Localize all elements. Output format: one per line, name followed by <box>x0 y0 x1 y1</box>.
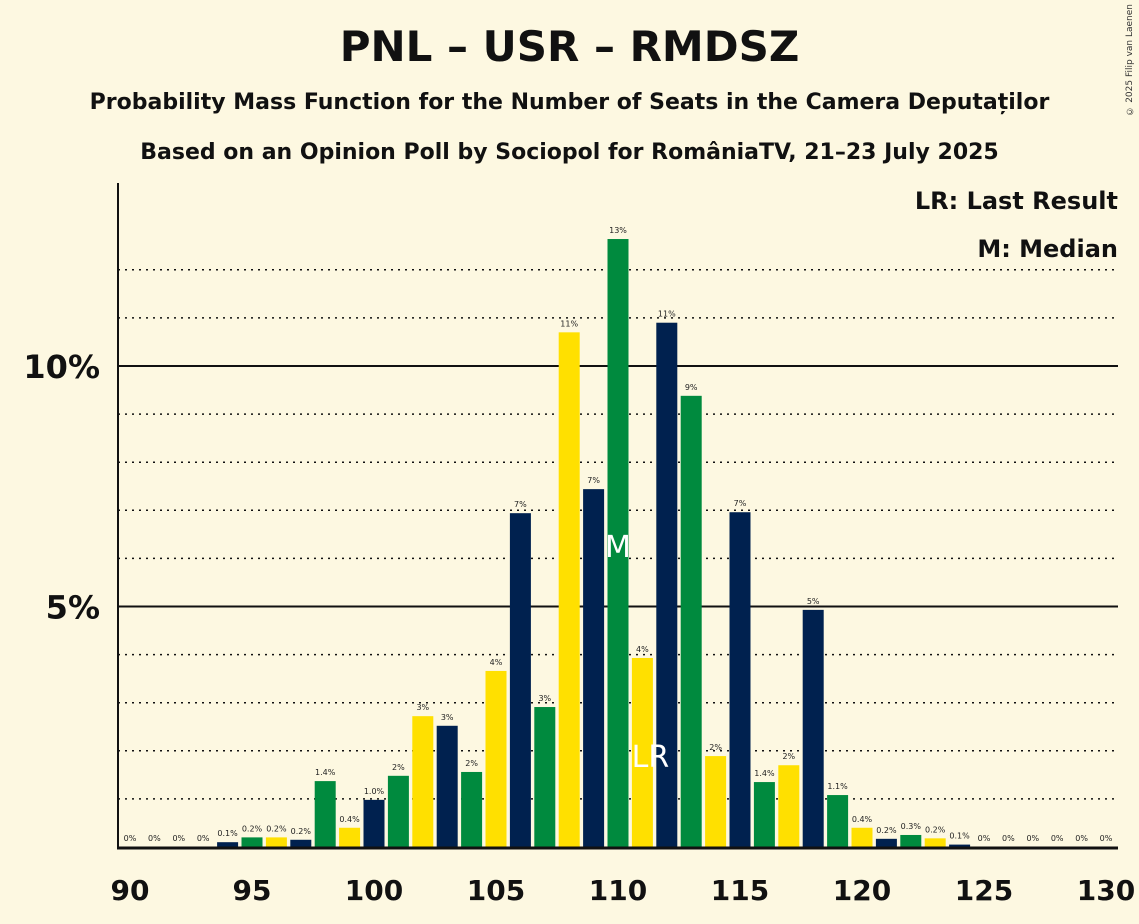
y-tick-label: 10% <box>23 348 100 386</box>
y-tick-label: 5% <box>46 589 100 627</box>
bar <box>485 670 507 847</box>
x-tick-label: 90 <box>111 874 150 907</box>
bar-value-label: 2% <box>782 752 795 761</box>
bar <box>705 756 727 847</box>
bar <box>875 838 897 847</box>
x-tick-label: 120 <box>833 874 891 907</box>
bar <box>827 795 849 847</box>
bar-value-label: 0% <box>1002 834 1015 843</box>
median-marker: M <box>605 530 631 565</box>
bar <box>802 609 824 847</box>
bar-value-label: 2% <box>465 759 478 768</box>
chart-subtitle: Probability Mass Function for the Number… <box>89 90 1050 115</box>
bar <box>339 827 361 847</box>
bar-value-label: 5% <box>807 597 820 606</box>
bar <box>436 725 458 847</box>
bar <box>509 513 531 847</box>
bar-value-label: 0% <box>172 834 185 843</box>
bar <box>631 657 653 847</box>
bar-value-label: 1.4% <box>315 768 336 777</box>
bar-value-label: 0% <box>197 834 210 843</box>
bar-value-label: 0.2% <box>925 825 946 834</box>
bar <box>217 842 239 847</box>
x-tick-label: 95 <box>233 874 272 907</box>
bar-value-label: 0.2% <box>291 827 312 836</box>
bar <box>851 827 873 847</box>
bar <box>583 489 605 847</box>
bar-value-label: 9% <box>685 383 698 392</box>
bar <box>924 838 946 847</box>
bar <box>753 782 775 847</box>
bar <box>412 716 434 847</box>
bar-value-label: 0.2% <box>266 824 287 833</box>
bar <box>461 771 483 847</box>
x-tick-label: 130 <box>1077 874 1135 907</box>
bar <box>241 837 263 847</box>
bar <box>607 239 629 848</box>
bar <box>534 707 556 847</box>
bar <box>900 834 922 847</box>
bar-value-label: 11% <box>560 319 578 328</box>
bar-value-label: 7% <box>734 499 747 508</box>
x-tick-label: 110 <box>589 874 647 907</box>
chart-subtitle-2: Based on an Opinion Poll by Sociopol for… <box>140 140 999 165</box>
x-tick-label: 115 <box>711 874 769 907</box>
bar-value-label: 0% <box>1026 834 1039 843</box>
bar <box>656 322 678 848</box>
x-tick-label: 105 <box>467 874 525 907</box>
bar-value-label: 13% <box>609 226 627 235</box>
bar-value-label: 3% <box>538 694 551 703</box>
legend-last-result: LR: Last Result <box>915 187 1118 215</box>
chart-title: PNL – USR – RMDSZ <box>339 22 800 71</box>
bar-value-label: 7% <box>514 500 527 509</box>
bar <box>290 839 312 847</box>
bar-value-label: 3% <box>441 713 454 722</box>
bar-value-label: 0.4% <box>852 815 873 824</box>
bar-value-label: 2% <box>392 763 405 772</box>
bar <box>265 837 287 847</box>
bar <box>314 781 336 847</box>
bar-value-label: 4% <box>490 658 503 667</box>
bar-value-label: 0% <box>124 834 137 843</box>
bar-value-label: 7% <box>587 476 600 485</box>
bar-value-label: 1.0% <box>364 787 385 796</box>
bar <box>387 775 409 847</box>
bar-value-label: 1.1% <box>827 782 848 791</box>
bar-value-label: 0.2% <box>242 824 263 833</box>
bar-value-label: 0.1% <box>217 829 238 838</box>
bar <box>949 844 971 847</box>
bar-value-label: 1.4% <box>754 769 775 778</box>
bar-value-label: 0% <box>1051 834 1064 843</box>
bar-value-label: 0.1% <box>949 832 970 841</box>
bar <box>778 765 800 847</box>
bar <box>680 395 702 847</box>
bar-value-label: 0.2% <box>876 826 897 835</box>
bar-value-label: 11% <box>658 310 676 319</box>
bar-value-label: 0% <box>148 834 161 843</box>
bar-value-label: 4% <box>636 645 649 654</box>
bar-value-label: 0% <box>978 834 991 843</box>
bar-value-label: 0% <box>1075 834 1088 843</box>
x-tick-label: 125 <box>955 874 1013 907</box>
bar-value-label: 3% <box>416 703 429 712</box>
bar-value-label: 2% <box>709 743 722 752</box>
bar <box>363 799 385 847</box>
bar-value-label: 0.4% <box>339 815 360 824</box>
bar-value-label: 0% <box>1100 834 1113 843</box>
x-tick-label: 100 <box>345 874 403 907</box>
bar-value-label: 0.3% <box>901 822 922 831</box>
legend-median: M: Median <box>977 235 1118 263</box>
last-result-marker: LR <box>632 740 670 775</box>
bar <box>729 512 751 847</box>
bar <box>558 332 580 848</box>
